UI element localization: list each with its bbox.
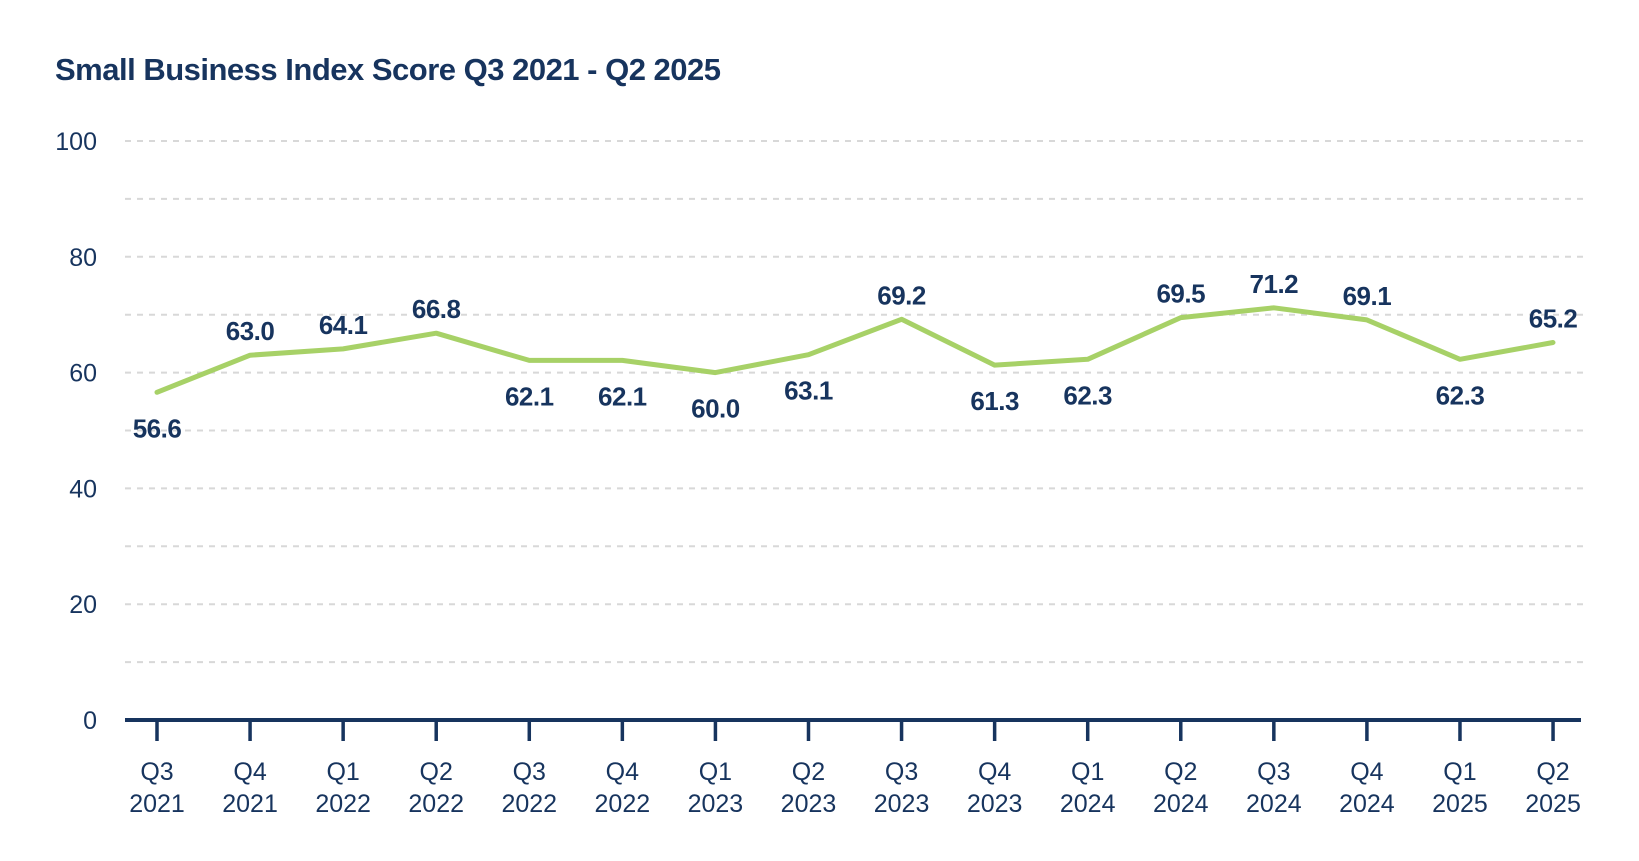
y-axis-label: 0: [83, 707, 97, 735]
x-axis-label-year: 2022: [501, 790, 557, 818]
x-axis-label-year: 2021: [129, 790, 185, 818]
x-axis-label-year: 2022: [408, 790, 464, 818]
x-axis-label-quarter: Q2: [1536, 758, 1569, 786]
y-axis-label: 60: [69, 360, 97, 388]
x-axis-label-year: 2025: [1525, 790, 1581, 818]
data-point-label: 69.1: [1343, 281, 1392, 311]
x-axis-label-year: 2024: [1153, 790, 1209, 818]
data-point-label: 62.3: [1063, 380, 1112, 410]
data-point-label: 62.3: [1436, 380, 1485, 410]
x-axis-label-year: 2024: [1246, 790, 1302, 818]
data-point-label: 62.1: [505, 381, 554, 411]
x-axis-label-year: 2024: [1339, 790, 1395, 818]
x-axis-label-quarter: Q4: [233, 758, 266, 786]
y-axis-label: 20: [69, 591, 97, 619]
y-axis-label: 100: [55, 128, 97, 156]
x-axis-label-quarter: Q1: [326, 758, 359, 786]
data-point-label: 61.3: [970, 386, 1019, 416]
x-axis-label-year: 2023: [874, 790, 930, 818]
data-point-label: 69.2: [877, 280, 926, 310]
data-point-label: 62.1: [598, 381, 647, 411]
x-axis-label-year: 2025: [1432, 790, 1488, 818]
data-point-label: 66.8: [412, 294, 461, 324]
x-axis-label-quarter: Q1: [1443, 758, 1476, 786]
x-axis-label-quarter: Q3: [513, 758, 546, 786]
x-axis-label-quarter: Q4: [606, 758, 639, 786]
x-axis-label-year: 2023: [688, 790, 744, 818]
x-axis-label-quarter: Q3: [1257, 758, 1290, 786]
x-axis-label-quarter: Q4: [1350, 758, 1383, 786]
x-axis-label-quarter: Q1: [1071, 758, 1104, 786]
data-point-label: 65.2: [1529, 303, 1578, 333]
x-axis-label-quarter: Q2: [1164, 758, 1197, 786]
x-axis-label-year: 2023: [781, 790, 837, 818]
data-point-label: 64.1: [319, 310, 368, 340]
data-point-label: 63.0: [226, 316, 275, 346]
x-axis-label-quarter: Q2: [792, 758, 825, 786]
chart-title: Small Business Index Score Q3 2021 - Q2 …: [55, 52, 721, 87]
y-axis-label: 40: [69, 475, 97, 503]
x-axis-label-year: 2024: [1060, 790, 1116, 818]
x-axis-label-quarter: Q3: [885, 758, 918, 786]
x-axis-label-year: 2023: [967, 790, 1023, 818]
data-point-label: 60.0: [691, 394, 740, 424]
series-line: [154, 305, 1556, 395]
data-point-label: 56.6: [133, 413, 182, 443]
x-axis-label-quarter: Q2: [420, 758, 453, 786]
x-axis-label-year: 2022: [595, 790, 651, 818]
data-point-label: 63.1: [784, 376, 833, 406]
x-axis-label-quarter: Q4: [978, 758, 1011, 786]
x-axis-label-quarter: Q3: [140, 758, 173, 786]
y-axis-label: 80: [69, 244, 97, 272]
data-point-label: 71.2: [1250, 269, 1299, 299]
data-point-label: 69.5: [1156, 279, 1205, 309]
x-axis-label-year: 2021: [222, 790, 278, 818]
x-axis-label-year: 2022: [315, 790, 371, 818]
x-axis-label-quarter: Q1: [699, 758, 732, 786]
